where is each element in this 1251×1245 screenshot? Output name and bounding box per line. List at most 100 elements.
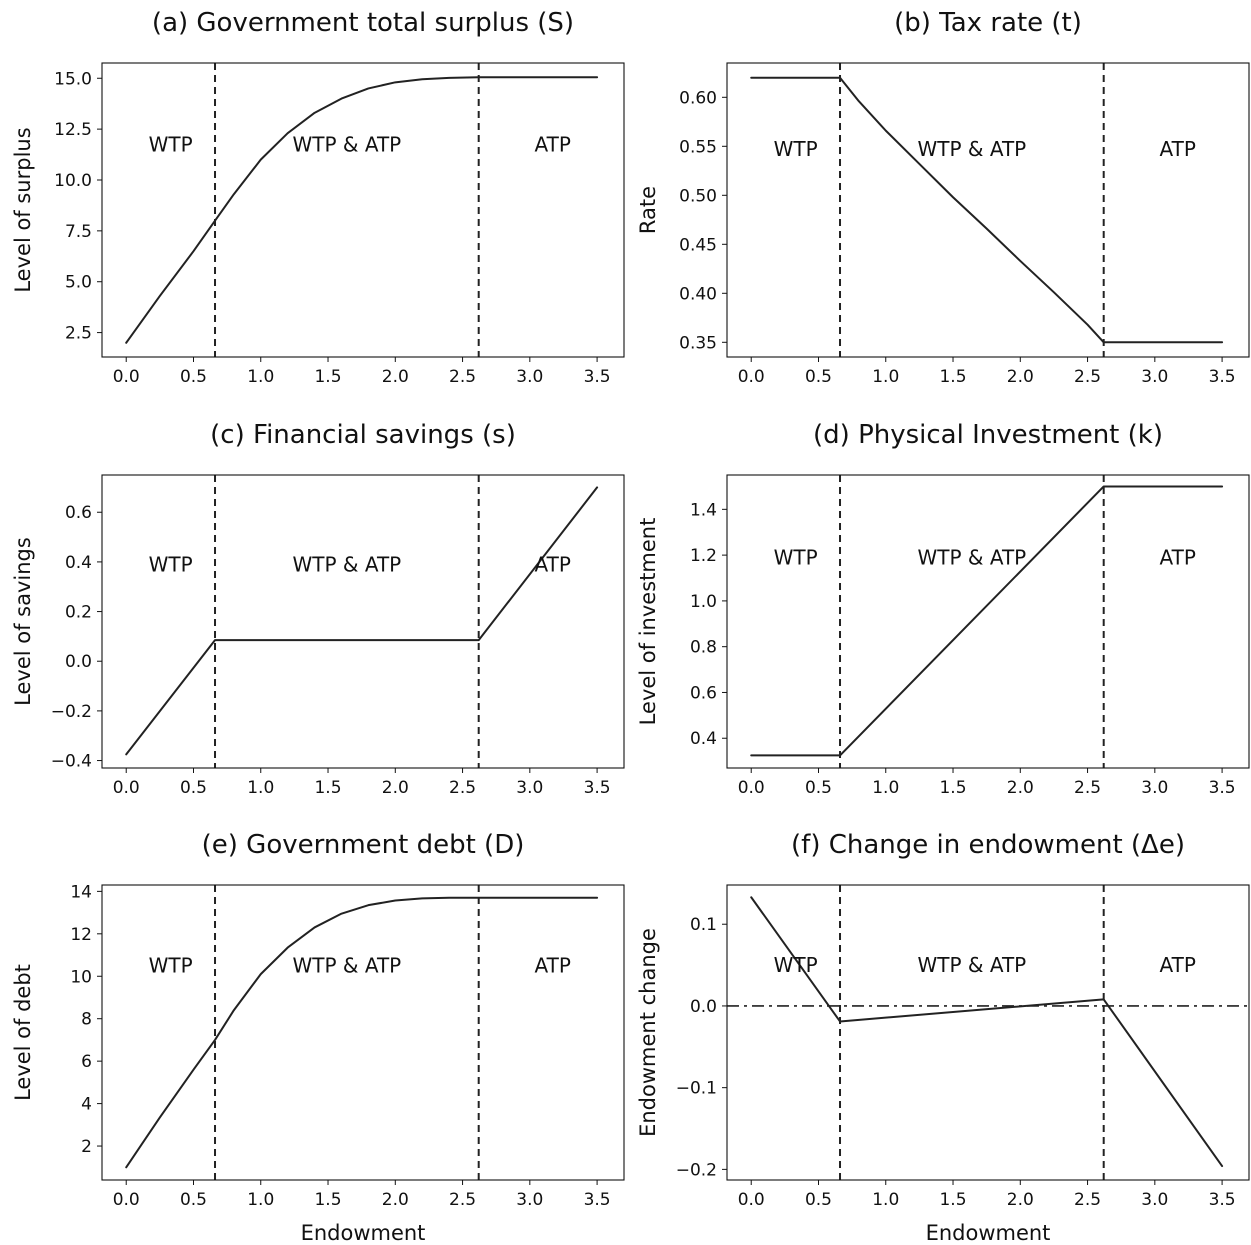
region-label: WTP [774,953,818,977]
region-label: ATP [1159,545,1195,569]
x-tick-label: 0.5 [805,1190,832,1210]
x-tick-label: 3.0 [516,778,543,798]
chart-panel-4: (d) Physical Investment (k) Level of inve… [636,420,1250,798]
chart-title: (c) Financial savings (s) [210,420,516,450]
x-tick-label: 0.0 [738,367,765,387]
x-tick-label: 3.0 [1141,778,1168,798]
region-label: WTP [149,552,193,576]
x-tick-label: 0.5 [805,367,832,387]
chart-title: (a) Government total surplus (S) [152,8,574,38]
x-tick-label: 0.0 [113,778,140,798]
x-tick-label: 2.0 [382,1190,409,1210]
y-tick-label: 5.0 [65,273,92,293]
y-tick-label: 4 [81,1095,92,1115]
chart-panel-2: (b) Tax rate (t) Rate 0.0 0.5 1.0 1.5 2.0 2.5 3.… [636,8,1250,387]
x-tick-label: 1.0 [872,1190,899,1210]
y-tick-label: 0.45 [679,235,717,255]
x-tick-label: 3.5 [584,367,611,387]
region-label: WTP & ATP [917,953,1026,977]
y-tick-label: 0.55 [679,137,717,157]
region-label: ATP [1159,137,1195,161]
y-tick-label: 6 [81,1052,92,1072]
x-tick-label: 3.0 [516,1190,543,1210]
x-tick-label: 1.5 [314,1190,341,1210]
x-tick-label: 2.0 [382,367,409,387]
y-tick-label: 8 [81,1010,92,1030]
x-axis-label: Endowment [926,1221,1051,1245]
chart-panel-3: (c) Financial savings (s) Level of saving… [11,420,625,798]
x-tick-label: 0.0 [113,367,140,387]
y-tick-label: 2 [81,1137,92,1157]
x-tick-label: 0.5 [180,1190,207,1210]
region-label: ATP [534,552,570,576]
y-tick-label: −0.2 [676,1160,717,1180]
y-tick-label: 0.4 [65,553,92,573]
y-tick-label: 12.5 [54,120,92,140]
region-label: ATP [1159,953,1195,977]
y-axis-label: Level of investment [636,518,660,726]
x-tick-label: 2.5 [449,778,476,798]
x-tick-label: 1.5 [939,778,966,798]
y-tick-label: 0.50 [679,186,717,206]
plot-frame [726,62,1250,358]
y-tick-label: 0.2 [65,603,92,623]
y-tick-label: 0.6 [65,503,92,523]
x-tick-label: 2.0 [1007,778,1034,798]
y-tick-label: 1.2 [690,546,717,566]
x-tick-label: 1.0 [872,778,899,798]
x-tick-label: 3.5 [1209,367,1236,387]
y-tick-label: 0.4 [690,729,717,749]
x-tick-label: 3.5 [584,1190,611,1210]
series-line [750,896,1224,1168]
y-tick-label: 0.1 [690,915,717,935]
x-tick-label: 1.0 [247,1190,274,1210]
region-label: WTP & ATP [292,954,401,978]
y-tick-label: 0.8 [690,638,717,658]
x-tick-label: 2.5 [449,367,476,387]
x-tick-label: 1.5 [314,367,341,387]
y-tick-label: 0.35 [679,333,717,353]
series-line [750,485,1224,757]
x-tick-label: 0.5 [180,367,207,387]
series-line [125,896,599,1169]
region-label: WTP & ATP [917,137,1026,161]
y-axis-label: Level of surplus [11,127,35,292]
x-tick-label: 3.5 [584,778,611,798]
x-tick-label: 2.0 [1007,1190,1034,1210]
y-tick-label: −0.1 [676,1079,717,1099]
y-tick-label: 2.5 [65,324,92,344]
x-tick-label: 2.0 [1007,367,1034,387]
x-tick-label: 3.0 [1141,1190,1168,1210]
x-tick-label: 3.0 [1141,367,1168,387]
x-tick-label: 2.5 [1074,1190,1101,1210]
y-tick-label: 1.0 [690,592,717,612]
y-tick-label: 1.4 [690,500,717,520]
y-tick-label: 10.0 [54,171,92,191]
region-label: WTP & ATP [292,132,401,156]
y-axis-label: Endowment change [636,928,660,1137]
series-line [125,486,599,756]
y-tick-label: 0.60 [679,88,717,108]
y-tick-label: −0.4 [51,752,92,772]
y-tick-label: 10 [70,967,92,987]
y-tick-label: 14 [70,882,92,902]
region-label: WTP & ATP [292,552,401,576]
y-tick-label: 12 [70,925,92,945]
chart-panel-5: (e) Government debt (D) Level of debt Endo… [11,830,625,1245]
x-tick-label: 2.5 [449,1190,476,1210]
x-tick-label: 1.5 [314,778,341,798]
y-tick-label: 0.40 [679,284,717,304]
x-tick-label: 0.5 [805,778,832,798]
x-tick-label: 3.5 [1209,1190,1236,1210]
region-label: WTP [774,137,818,161]
plot-frame [726,884,1250,1181]
y-tick-label: −0.2 [51,702,92,722]
x-tick-label: 2.5 [1074,778,1101,798]
plot-frame [101,884,625,1181]
y-axis-label: Level of debt [11,964,35,1101]
y-tick-label: 0.0 [65,652,92,672]
y-tick-label: 0.0 [690,997,717,1017]
region-label: WTP [149,132,193,156]
y-tick-label: 15.0 [54,69,92,89]
